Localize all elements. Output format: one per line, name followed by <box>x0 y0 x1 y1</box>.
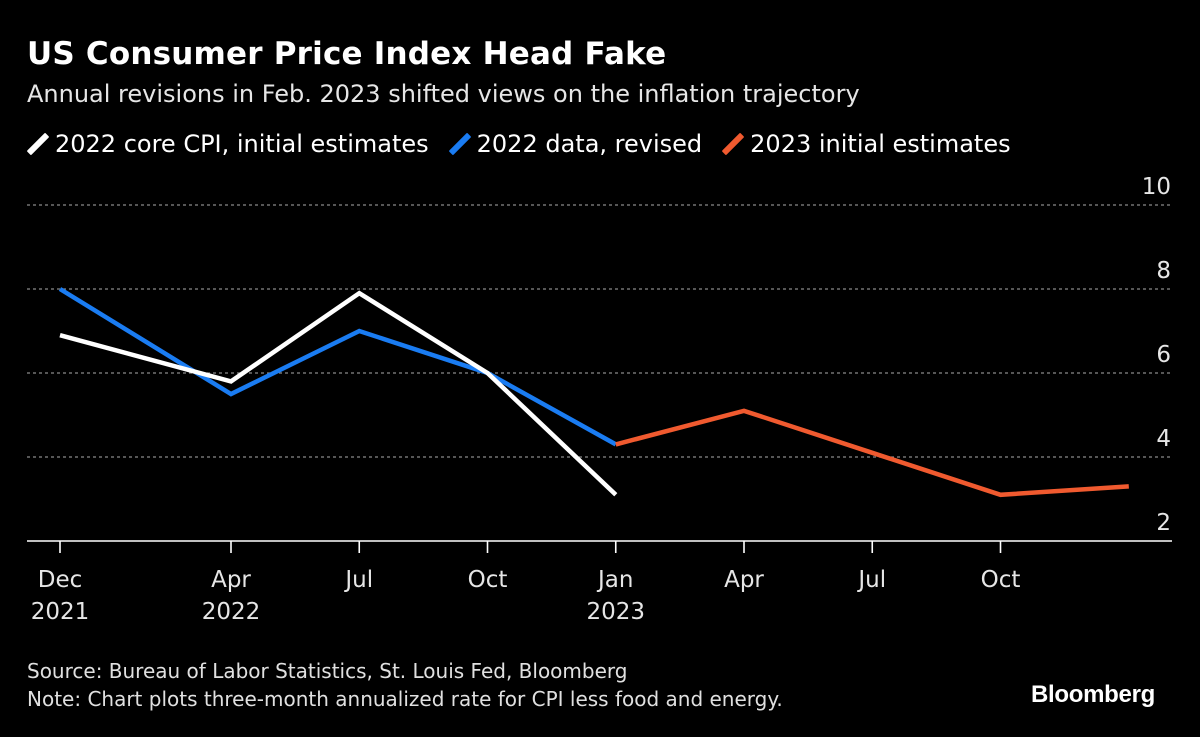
x-tick-label-3: Oct <box>468 567 508 593</box>
x-tick-label-1: Apr <box>211 567 251 593</box>
legend-item-revised: 2022 data, revised <box>448 130 703 158</box>
series-revised-line <box>58 287 617 447</box>
x-tick-year-0: 2021 <box>31 599 90 625</box>
x-tick-year-4: 2023 <box>586 599 645 625</box>
bloomberg-logo: Bloomberg <box>1031 681 1155 708</box>
legend-item-initial: 2022 core CPI, initial estimates <box>26 130 429 158</box>
methodology-note: Note: Chart plots three-month annualized… <box>27 687 783 711</box>
legend-label-2023: 2023 initial estimates <box>750 130 1011 158</box>
x-tick-year-1: 2022 <box>202 599 261 625</box>
y-tick-label-2: 2 <box>1156 510 1171 536</box>
y-tick-label-6: 6 <box>1156 342 1171 368</box>
chart-title: US Consumer Price Index Head Fake <box>27 36 667 72</box>
x-tick-label-5: Apr <box>724 567 764 593</box>
y-tick-label-10: 10 <box>1142 174 1171 200</box>
legend: 2022 core CPI, initial estimates 2022 da… <box>26 130 1031 158</box>
legend-label-revised: 2022 data, revised <box>476 130 703 158</box>
y-tick-label-4: 4 <box>1156 426 1171 452</box>
legend-label-initial: 2022 core CPI, initial estimates <box>55 130 429 158</box>
source-note: Source: Bureau of Labor Statistics, St. … <box>27 659 628 683</box>
x-tick-label-7: Oct <box>981 567 1021 593</box>
legend-item-2023: 2023 initial estimates <box>721 130 1011 158</box>
x-tick-label-0: Dec <box>38 567 83 593</box>
chart-subtitle: Annual revisions in Feb. 2023 shifted vi… <box>27 80 860 108</box>
footer: Source: Bureau of Labor Statistics, St. … <box>27 657 783 713</box>
x-tick-label-2: Jul <box>343 567 373 593</box>
x-tick-label-4: Jan <box>596 567 633 593</box>
x-tick-label-6: Jul <box>856 567 886 593</box>
series-initial-line <box>59 290 618 497</box>
y-tick-label-8: 8 <box>1156 258 1171 284</box>
